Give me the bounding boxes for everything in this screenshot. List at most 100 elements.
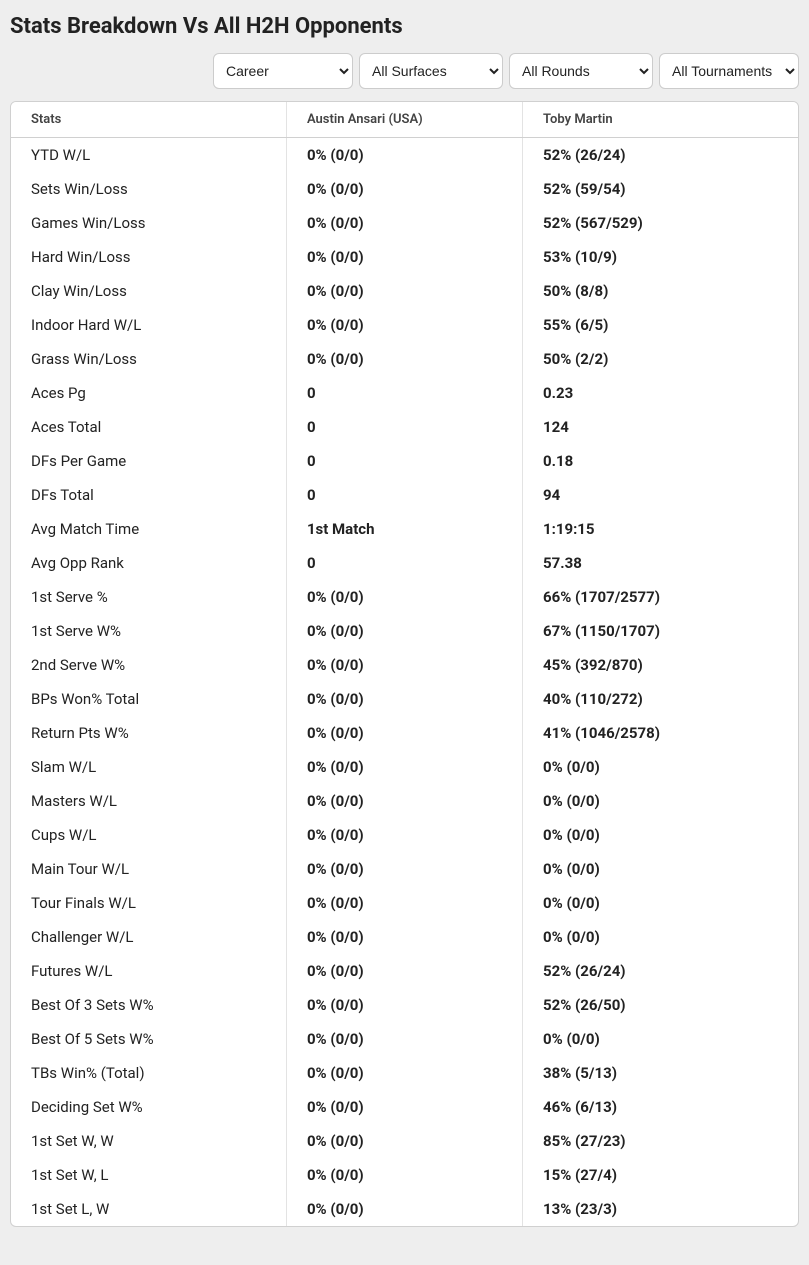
- player2-value: 0% (0/0): [523, 750, 798, 784]
- player2-value: 0% (0/0): [523, 1022, 798, 1056]
- stat-label: Games Win/Loss: [11, 206, 286, 240]
- table-row: Deciding Set W%0% (0/0)46% (6/13): [11, 1090, 798, 1124]
- stat-label: 1st Set W, W: [11, 1124, 286, 1158]
- filter-bar: Career All Surfaces All Rounds All Tourn…: [10, 53, 799, 89]
- player2-value: 52% (26/50): [523, 988, 798, 1022]
- stat-label: Aces Pg: [11, 376, 286, 410]
- player1-value: 0: [286, 376, 522, 410]
- player2-value: 0% (0/0): [523, 784, 798, 818]
- player2-value: 0.23: [523, 376, 798, 410]
- player1-value: 0% (0/0): [286, 274, 522, 308]
- surfaces-select[interactable]: All Surfaces: [359, 53, 503, 89]
- col-header-stats: Stats: [11, 102, 286, 138]
- player1-value: 0% (0/0): [286, 580, 522, 614]
- stat-label: Sets Win/Loss: [11, 172, 286, 206]
- table-row: Avg Match Time1st Match1:19:15: [11, 512, 798, 546]
- player1-value: 0% (0/0): [286, 818, 522, 852]
- player2-value: 46% (6/13): [523, 1090, 798, 1124]
- table-row: Return Pts W%0% (0/0)41% (1046/2578): [11, 716, 798, 750]
- player2-value: 0.18: [523, 444, 798, 478]
- player1-value: 0% (0/0): [286, 1158, 522, 1192]
- player1-value: 0% (0/0): [286, 1056, 522, 1090]
- stat-label: Best Of 5 Sets W%: [11, 1022, 286, 1056]
- table-header-row: Stats Austin Ansari (USA) Toby Martin: [11, 102, 798, 138]
- player2-value: 0% (0/0): [523, 920, 798, 954]
- player1-value: 0% (0/0): [286, 784, 522, 818]
- col-header-player1: Austin Ansari (USA): [286, 102, 522, 138]
- rounds-select[interactable]: All Rounds: [509, 53, 653, 89]
- player2-value: 45% (392/870): [523, 648, 798, 682]
- player2-value: 50% (2/2): [523, 342, 798, 376]
- table-row: 1st Set W, W0% (0/0)85% (27/23): [11, 1124, 798, 1158]
- table-row: 1st Serve W%0% (0/0)67% (1150/1707): [11, 614, 798, 648]
- player1-value: 0% (0/0): [286, 1022, 522, 1056]
- table-row: Cups W/L0% (0/0)0% (0/0): [11, 818, 798, 852]
- table-row: Sets Win/Loss0% (0/0)52% (59/54): [11, 172, 798, 206]
- player2-value: 38% (5/13): [523, 1056, 798, 1090]
- table-row: 2nd Serve W%0% (0/0)45% (392/870): [11, 648, 798, 682]
- stat-label: 1st Set L, W: [11, 1192, 286, 1226]
- player1-value: 0% (0/0): [286, 648, 522, 682]
- player1-value: 0: [286, 410, 522, 444]
- career-select[interactable]: Career: [213, 53, 353, 89]
- player2-value: 53% (10/9): [523, 240, 798, 274]
- player2-value: 13% (23/3): [523, 1192, 798, 1226]
- player2-value: 41% (1046/2578): [523, 716, 798, 750]
- table-row: Masters W/L0% (0/0)0% (0/0): [11, 784, 798, 818]
- player2-value: 50% (8/8): [523, 274, 798, 308]
- player1-value: 0: [286, 444, 522, 478]
- player1-value: 0% (0/0): [286, 988, 522, 1022]
- player2-value: 67% (1150/1707): [523, 614, 798, 648]
- table-row: Slam W/L0% (0/0)0% (0/0): [11, 750, 798, 784]
- player1-value: 0% (0/0): [286, 1090, 522, 1124]
- table-row: DFs Per Game00.18: [11, 444, 798, 478]
- player1-value: 0% (0/0): [286, 954, 522, 988]
- page-title: Stats Breakdown Vs All H2H Opponents: [10, 14, 799, 39]
- table-row: 1st Serve %0% (0/0)66% (1707/2577): [11, 580, 798, 614]
- player2-value: 57.38: [523, 546, 798, 580]
- player1-value: 0% (0/0): [286, 342, 522, 376]
- table-row: Challenger W/L0% (0/0)0% (0/0): [11, 920, 798, 954]
- player1-value: 0% (0/0): [286, 682, 522, 716]
- player2-value: 0% (0/0): [523, 886, 798, 920]
- table-row: Best Of 5 Sets W%0% (0/0)0% (0/0): [11, 1022, 798, 1056]
- player2-value: 1:19:15: [523, 512, 798, 546]
- stat-label: Grass Win/Loss: [11, 342, 286, 376]
- stat-label: TBs Win% (Total): [11, 1056, 286, 1090]
- table-row: Aces Pg00.23: [11, 376, 798, 410]
- stat-label: Slam W/L: [11, 750, 286, 784]
- player2-value: 52% (59/54): [523, 172, 798, 206]
- stat-label: 1st Set W, L: [11, 1158, 286, 1192]
- player1-value: 0% (0/0): [286, 240, 522, 274]
- stat-label: Challenger W/L: [11, 920, 286, 954]
- player2-value: 66% (1707/2577): [523, 580, 798, 614]
- stat-label: Aces Total: [11, 410, 286, 444]
- table-row: Clay Win/Loss0% (0/0)50% (8/8): [11, 274, 798, 308]
- stat-label: YTD W/L: [11, 138, 286, 173]
- player1-value: 0: [286, 478, 522, 512]
- table-row: Hard Win/Loss0% (0/0)53% (10/9): [11, 240, 798, 274]
- stat-label: Main Tour W/L: [11, 852, 286, 886]
- player1-value: 0% (0/0): [286, 138, 522, 173]
- player2-value: 52% (26/24): [523, 954, 798, 988]
- table-row: Tour Finals W/L0% (0/0)0% (0/0): [11, 886, 798, 920]
- player2-value: 0% (0/0): [523, 852, 798, 886]
- player2-value: 40% (110/272): [523, 682, 798, 716]
- stat-label: 2nd Serve W%: [11, 648, 286, 682]
- player1-value: 0% (0/0): [286, 172, 522, 206]
- player2-value: 124: [523, 410, 798, 444]
- stat-label: 1st Serve %: [11, 580, 286, 614]
- stat-label: BPs Won% Total: [11, 682, 286, 716]
- player1-value: 0% (0/0): [286, 886, 522, 920]
- player1-value: 0% (0/0): [286, 308, 522, 342]
- stat-label: DFs Total: [11, 478, 286, 512]
- stat-label: Tour Finals W/L: [11, 886, 286, 920]
- stat-label: Masters W/L: [11, 784, 286, 818]
- table-row: TBs Win% (Total)0% (0/0)38% (5/13): [11, 1056, 798, 1090]
- player1-value: 0% (0/0): [286, 1124, 522, 1158]
- player1-value: 0% (0/0): [286, 750, 522, 784]
- table-row: Avg Opp Rank057.38: [11, 546, 798, 580]
- stat-label: Avg Opp Rank: [11, 546, 286, 580]
- tournaments-select[interactable]: All Tournaments: [659, 53, 799, 89]
- player2-value: 94: [523, 478, 798, 512]
